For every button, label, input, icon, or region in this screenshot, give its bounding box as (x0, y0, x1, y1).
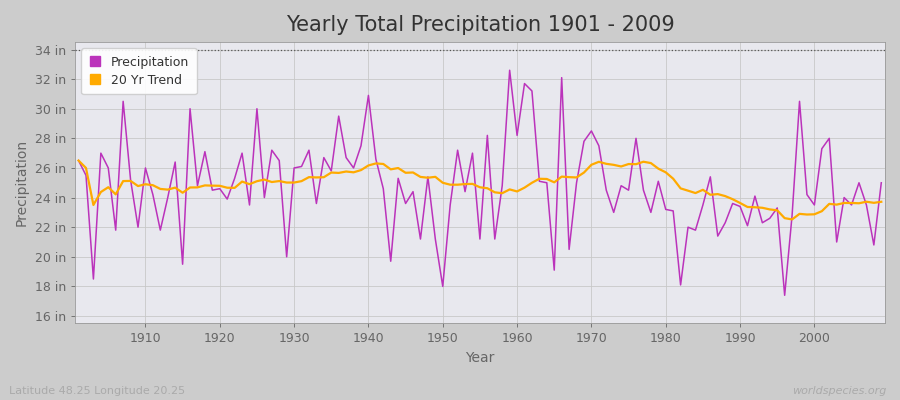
Text: Latitude 48.25 Longitude 20.25: Latitude 48.25 Longitude 20.25 (9, 386, 185, 396)
Title: Yearly Total Precipitation 1901 - 2009: Yearly Total Precipitation 1901 - 2009 (285, 15, 674, 35)
Text: worldspecies.org: worldspecies.org (792, 386, 886, 396)
Legend: Precipitation, 20 Yr Trend: Precipitation, 20 Yr Trend (81, 48, 197, 94)
Y-axis label: Precipitation: Precipitation (15, 139, 29, 226)
X-axis label: Year: Year (465, 351, 495, 365)
